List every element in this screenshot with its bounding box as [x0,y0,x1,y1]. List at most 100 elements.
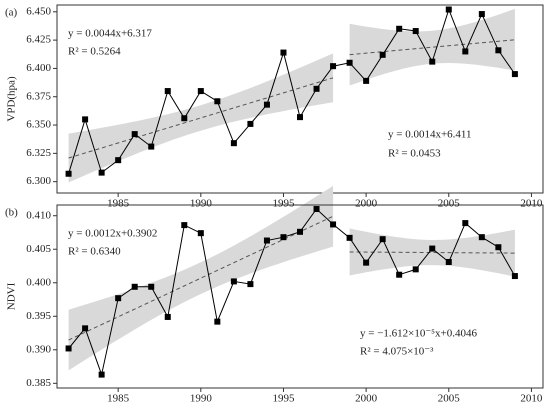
y-tick-label: 6.425 [26,34,51,46]
marker [230,140,237,147]
x-tick-label: 2005 [438,198,461,210]
marker [181,222,188,229]
marker [197,230,204,237]
marker [363,259,370,266]
marker [445,6,452,13]
y-tick-label: 0.405 [26,243,51,255]
marker [98,169,105,176]
marker [396,25,403,32]
marker [396,271,403,278]
marker [297,114,303,121]
marker [511,71,518,78]
y-axis-label: VPD(hpa) [6,76,18,122]
marker [429,245,436,252]
marker [148,283,155,290]
marker [115,157,122,164]
x-tick-label: 1995 [272,393,295,405]
confidence-band [68,53,334,183]
x-tick-label: 2010 [520,393,543,405]
panel-label: (b) [5,207,18,219]
x-tick-label: 2005 [438,393,461,405]
marker [247,281,254,288]
x-tick-label: 2010 [520,198,543,210]
marker [115,295,122,302]
equation: y = 0.0014x+6.411 [388,129,472,141]
marker [412,28,419,35]
marker [164,88,171,95]
panel-label: (a) [5,7,18,19]
marker [131,283,138,290]
marker [214,318,221,325]
marker [462,48,469,55]
confidence-band [349,228,515,277]
marker [65,345,72,352]
marker [65,170,72,177]
marker [346,234,353,241]
marker [363,77,370,84]
y-tick-label: 0.400 [26,276,51,288]
y-tick-label: 6.375 [26,90,51,102]
marker [263,101,270,108]
x-tick-label: 1995 [272,198,295,210]
marker [313,85,320,92]
panel: 0.385 0.390 0.395 0.400 0.405 0.410 1985 1990 19… [5,185,544,405]
marker [230,278,237,285]
y-tick-label: 6.325 [26,147,51,159]
y-tick-label: 0.395 [26,310,51,322]
x-tick-label: 1990 [190,198,213,210]
equation: y = −1.612×10⁻⁵x+0.4046 [360,328,477,340]
marker [181,115,188,122]
equation: R² = 0.0453 [388,148,441,160]
marker [247,120,254,127]
y-tick-label: 0.410 [26,209,51,221]
marker [313,206,320,213]
x-tick-label: 1985 [107,198,130,210]
marker [412,266,419,273]
marker [495,244,502,251]
marker [511,273,518,280]
marker [297,228,303,235]
equation: R² = 0.6340 [68,246,121,258]
marker [280,234,287,241]
y-tick-label: 0.385 [26,377,51,389]
marker [330,63,337,70]
y-tick-label: 6.350 [26,119,51,131]
plot-frame [56,4,544,194]
y-tick-label: 6.400 [26,62,51,74]
y-axis-label: NDVI [6,282,18,310]
panel: 6.300 6.325 6.350 6.375 6.400 6.425 6.450 1985 1… [5,4,544,210]
x-tick-label: 2000 [355,393,378,405]
y-tick-label: 6.450 [26,5,51,17]
marker [164,313,171,320]
marker [379,51,386,58]
x-tick-label: 1985 [107,393,130,405]
confidence-band [68,185,334,371]
marker [197,88,204,95]
equation: y = 0.0012x+0.3902 [68,228,157,240]
x-tick-label: 1990 [190,393,213,405]
marker [280,49,287,56]
marker [445,258,452,265]
marker [346,59,353,66]
x-tick-label: 2000 [355,198,378,210]
marker [478,234,485,241]
data-line [68,208,516,377]
marker [98,371,105,378]
marker [82,116,89,123]
confidence-band [349,8,515,86]
marker [82,325,89,332]
marker [131,131,138,138]
marker [462,220,469,227]
equation: R² = 0.5264 [68,46,121,58]
marker [478,11,485,18]
marker [214,98,221,105]
y-tick-label: 0.390 [26,343,51,355]
marker [148,143,155,150]
plot-frame [56,204,544,389]
marker [429,58,436,65]
equation: y = 0.0044x+6.317 [68,28,152,40]
data-line [68,8,516,174]
marker [495,47,502,54]
marker [379,236,386,243]
